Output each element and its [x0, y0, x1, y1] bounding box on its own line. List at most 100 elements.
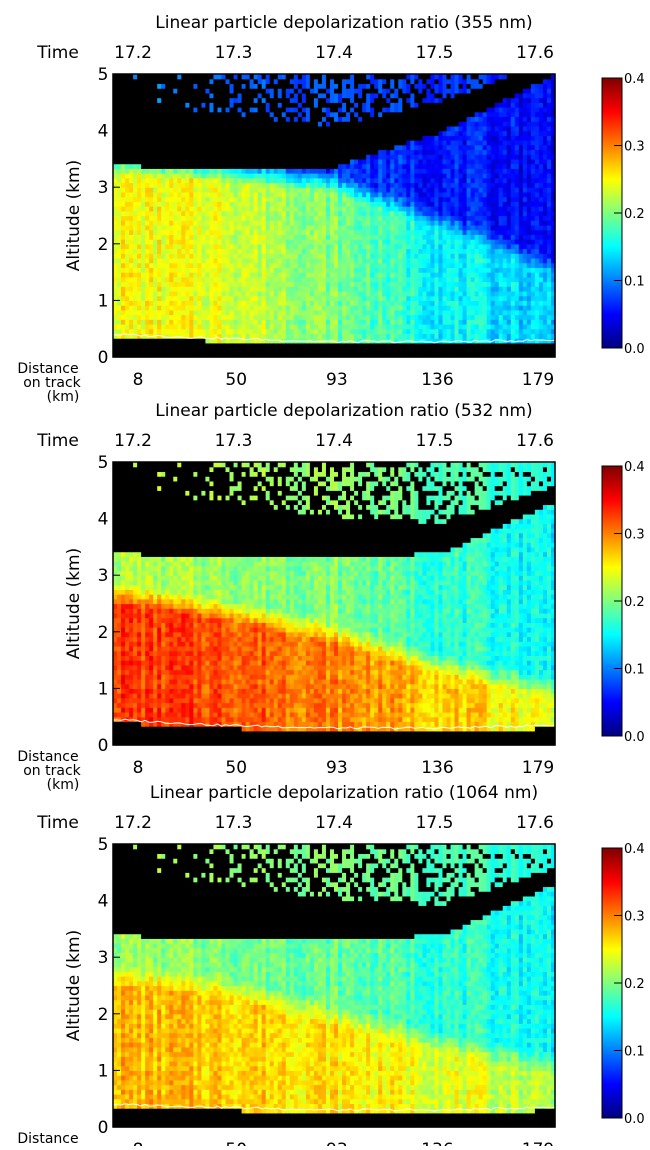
- heatmap-cell: [234, 338, 239, 343]
- heatmap-cell: [398, 178, 403, 183]
- heatmap-cell: [201, 253, 206, 258]
- heatmap-cell: [217, 112, 222, 117]
- heatmap-cell: [438, 159, 443, 164]
- heatmap-cell: [406, 102, 411, 107]
- heatmap-cell: [342, 93, 347, 98]
- heatmap-cell: [442, 93, 447, 98]
- heatmap-cell: [169, 348, 174, 353]
- heatmap-cell: [394, 220, 399, 225]
- heatmap-cell: [374, 173, 379, 178]
- heatmap-cell: [230, 93, 235, 98]
- heatmap-cell: [129, 98, 134, 103]
- heatmap-cell: [254, 107, 259, 112]
- heatmap-cell: [362, 168, 367, 173]
- heatmap-cell: [302, 272, 307, 277]
- heatmap-cell: [386, 187, 391, 192]
- heatmap-cell: [398, 201, 403, 206]
- heatmap-cell: [185, 159, 190, 164]
- heatmap-cell: [181, 140, 186, 145]
- heatmap-cell: [386, 263, 391, 268]
- heatmap-cell: [141, 296, 146, 301]
- heatmap-cell: [394, 234, 399, 239]
- heatmap-cell: [434, 164, 439, 169]
- heatmap-cell: [274, 267, 279, 272]
- heatmap-cell: [358, 239, 363, 244]
- heatmap-cell: [366, 83, 371, 88]
- heatmap-cell: [322, 249, 327, 254]
- heatmap-cell: [422, 220, 427, 225]
- heatmap-cell: [238, 164, 243, 169]
- heatmap-cell: [362, 93, 367, 98]
- heatmap-cell: [378, 291, 383, 296]
- heatmap-cell: [177, 272, 182, 277]
- heatmap-cell: [141, 182, 146, 187]
- heatmap-cell: [258, 333, 263, 338]
- heatmap-cell: [145, 267, 150, 272]
- heatmap-cell: [414, 282, 419, 287]
- heatmap-cell: [145, 88, 150, 93]
- heatmap-cell: [266, 267, 271, 272]
- heatmap-cell: [193, 267, 198, 272]
- heatmap-cell: [121, 272, 126, 277]
- heatmap-cell: [209, 239, 214, 244]
- heatmap-cell: [230, 220, 235, 225]
- heatmap-cell: [282, 263, 287, 268]
- heatmap-cell: [278, 187, 283, 192]
- heatmap-cell: [362, 197, 367, 202]
- heatmap-cell: [181, 277, 186, 282]
- heatmap-cell: [250, 258, 255, 263]
- heatmap-cell: [181, 126, 186, 131]
- heatmap-cell: [438, 300, 443, 305]
- heatmap-cell: [201, 149, 206, 154]
- heatmap-cell: [370, 296, 375, 301]
- heatmap-cell: [286, 348, 291, 353]
- heatmap-cell: [157, 319, 162, 324]
- heatmap-cell: [282, 116, 287, 121]
- heatmap-cell: [197, 206, 202, 211]
- heatmap-cell: [334, 348, 339, 353]
- heatmap-cell: [414, 164, 419, 169]
- heatmap-cell: [230, 315, 235, 320]
- heatmap-cell: [185, 93, 190, 98]
- heatmap-cell: [410, 333, 415, 338]
- heatmap-cell: [250, 116, 255, 121]
- heatmap-cell: [434, 220, 439, 225]
- heatmap-cell: [286, 267, 291, 272]
- heatmap-cell: [129, 324, 134, 329]
- heatmap-cell: [121, 149, 126, 154]
- heatmap-cell: [438, 220, 443, 225]
- heatmap-cell: [422, 348, 427, 353]
- heatmap-cell: [418, 258, 423, 263]
- heatmap-cell: [442, 107, 447, 112]
- heatmap-cell: [378, 131, 383, 136]
- heatmap-cell: [121, 206, 126, 211]
- heatmap-cell: [374, 149, 379, 154]
- heatmap-cell: [161, 216, 166, 221]
- heatmap-cell: [402, 107, 407, 112]
- heatmap-cell: [346, 286, 351, 291]
- heatmap-cell: [318, 201, 323, 206]
- heatmap-cell: [145, 324, 150, 329]
- heatmap-cell: [290, 187, 295, 192]
- heatmap-cell: [322, 102, 327, 107]
- heatmap-cell: [346, 315, 351, 320]
- heatmap-cell: [221, 135, 226, 140]
- heatmap-cell: [302, 201, 307, 206]
- heatmap-cell: [258, 121, 263, 126]
- heatmap-cell: [306, 154, 311, 159]
- heatmap-cell: [326, 282, 331, 287]
- heatmap-cell: [270, 126, 275, 131]
- heatmap-cell: [430, 220, 435, 225]
- heatmap-cell: [370, 239, 375, 244]
- heatmap-cell: [246, 131, 251, 136]
- heatmap-cell: [366, 319, 371, 324]
- heatmap-cell: [434, 319, 439, 324]
- heatmap-cell: [246, 79, 251, 84]
- heatmap-cell: [422, 135, 427, 140]
- heatmap-cell: [165, 74, 170, 79]
- heatmap-cell: [238, 239, 243, 244]
- heatmap-cell: [294, 286, 299, 291]
- heatmap-cell: [338, 319, 343, 324]
- heatmap-cell: [173, 140, 178, 145]
- heatmap-cell: [197, 211, 202, 216]
